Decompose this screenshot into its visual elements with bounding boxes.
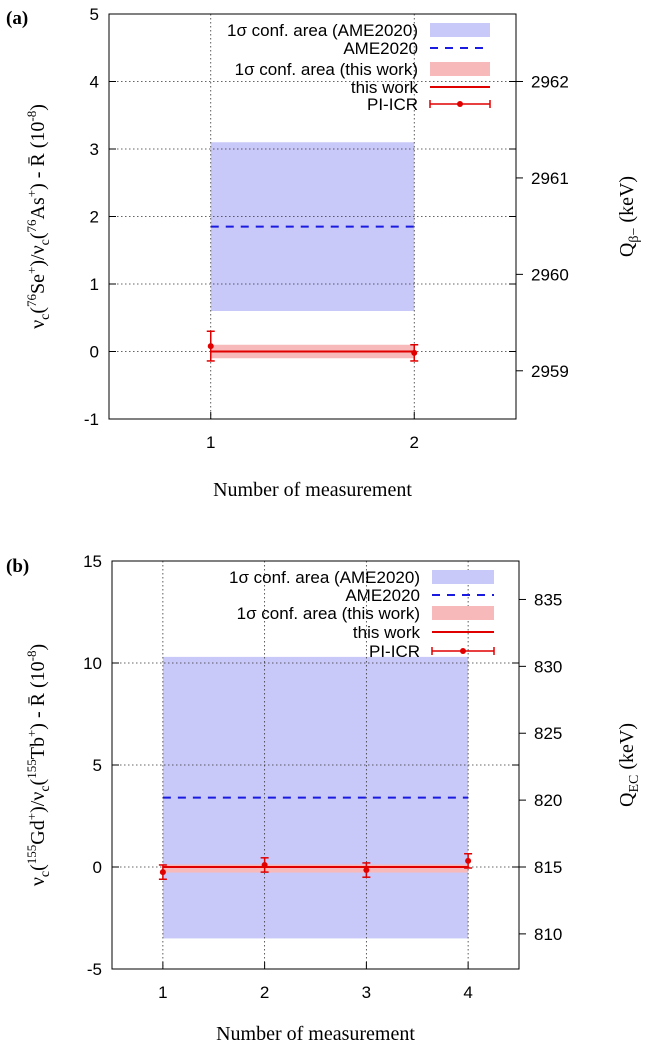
x-axis-label: Number of measurement (213, 479, 412, 501)
y-tick-label: 2 (90, 208, 99, 227)
legend-key-ame-band (432, 570, 494, 584)
x-tick-label: 4 (463, 983, 472, 1002)
y-tick-label: 15 (83, 552, 102, 571)
legend-label: AME2020 (343, 39, 418, 58)
y2-axis-label: QEC (keV) (616, 723, 642, 807)
y-tick-label: 3 (90, 140, 99, 159)
legend-label: 1σ conf. area (this work) (235, 60, 418, 79)
legend-key-pi-icr-point (457, 101, 463, 107)
x-tick-label: 1 (206, 433, 215, 452)
this-work-confidence-band (162, 864, 469, 873)
data-point (261, 861, 268, 868)
legend-label: 1σ conf. area (AME2020) (227, 21, 418, 40)
y2-tick-label: 2959 (531, 362, 569, 381)
y-axis-label: νc(155Gd+)/νc(155Tb+) - R̄ (10-8) (24, 644, 53, 886)
x-tick-label: 2 (410, 433, 419, 452)
y-tick-label: 5 (93, 756, 102, 775)
x-tick-label: 3 (362, 983, 371, 1002)
panel-label: (b) (6, 556, 29, 577)
x-tick-label: 1 (158, 983, 167, 1002)
panel-label: (a) (6, 8, 28, 29)
y2-tick-label: 2961 (531, 169, 569, 188)
y-tick-label: 0 (90, 343, 99, 362)
legend-key-pi-icr-point (460, 648, 466, 654)
legend-key-ame-band (430, 23, 490, 37)
y-axis-label: νc(76Se+)/νc(76As+) - R̄ (10-8) (24, 104, 53, 329)
legend-label: this work (353, 623, 421, 642)
data-point (207, 343, 214, 350)
y-tick-label: 10 (83, 654, 102, 673)
y2-tick-label: 2962 (531, 73, 569, 92)
x-tick-label: 2 (260, 983, 269, 1002)
y-tick-label: 1 (90, 275, 99, 294)
data-point (363, 867, 370, 874)
data-point (411, 349, 418, 356)
y-tick-label: 4 (90, 73, 99, 92)
legend-label: PI-ICR (369, 642, 420, 661)
legend: 1σ conf. area (AME2020)AME2020 1σ conf. a… (227, 21, 491, 114)
chart-panel-a: -1 0 1 2 3 4 5 1 2 2959 2960 2961 2962 (a) Number of m… (6, 5, 642, 501)
y2-axis-label: Qβ− (keV) (616, 176, 642, 257)
y2-tick-label: 820 (534, 791, 562, 810)
legend-label: AME2020 (345, 586, 420, 605)
y-tick-label: 5 (90, 5, 99, 24)
y-tick-label: -1 (84, 410, 99, 429)
legend-label: PI-ICR (367, 95, 418, 114)
legend-label: this work (351, 78, 419, 97)
data-point (159, 869, 166, 876)
data-point (465, 857, 472, 864)
y2-tick-label: 2960 (531, 265, 569, 284)
y2-tick-label: 815 (534, 858, 562, 877)
y2-tick-label: 835 (534, 590, 562, 609)
y2-tick-label: 825 (534, 724, 562, 743)
y-tick-label: -5 (87, 960, 102, 979)
legend-key-this-work-band (432, 606, 494, 620)
y-tick-label: 0 (93, 858, 102, 877)
x-axis-label: Number of measurement (216, 1023, 415, 1045)
chart-panel-b: -5 0 5 10 15 1 2 3 4 810 815 820 825 830 835 (b) Number … (6, 552, 642, 1045)
legend-key-this-work-band (430, 62, 490, 76)
y2-tick-label: 830 (534, 657, 562, 676)
y2-tick-label: 810 (534, 925, 562, 944)
legend-label: 1σ conf. area (AME2020) (229, 568, 420, 587)
legend-label: 1σ conf. area (this work) (237, 604, 420, 623)
